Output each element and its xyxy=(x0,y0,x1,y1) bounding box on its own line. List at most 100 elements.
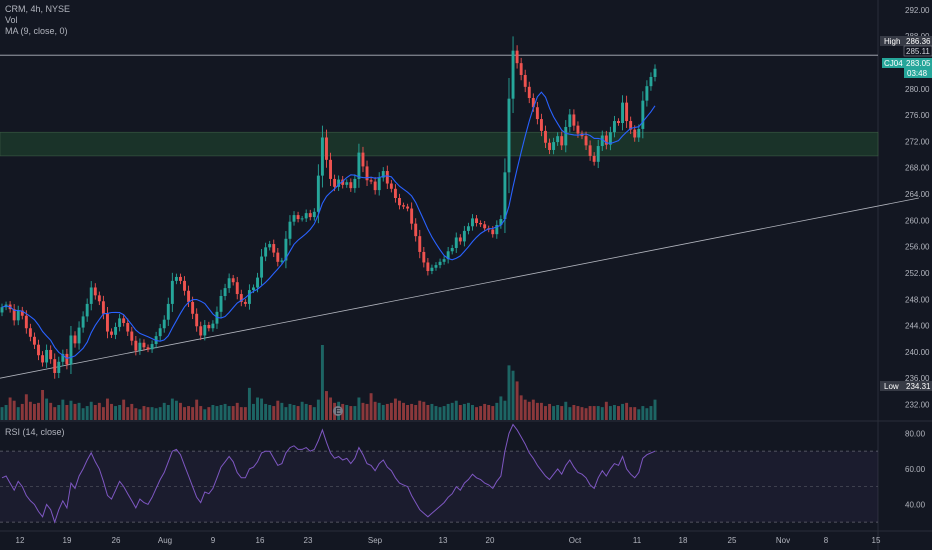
volume-bar[interactable] xyxy=(16,407,20,420)
volume-bar[interactable] xyxy=(580,407,584,420)
volume-bar[interactable] xyxy=(442,406,446,420)
volume-bar[interactable] xyxy=(227,406,231,420)
candle-body[interactable] xyxy=(65,353,69,365)
candle-body[interactable] xyxy=(146,347,150,350)
volume-bar[interactable] xyxy=(130,403,134,420)
candle-body[interactable] xyxy=(243,301,247,304)
volume-bar[interactable] xyxy=(515,381,519,420)
volume-bar[interactable] xyxy=(612,405,616,420)
candle-body[interactable] xyxy=(57,361,61,373)
volume-bar[interactable] xyxy=(170,398,174,420)
volume-bar[interactable] xyxy=(0,407,4,420)
volume-bar[interactable] xyxy=(223,403,227,420)
volume-bar[interactable] xyxy=(398,400,401,420)
candle-body[interactable] xyxy=(89,287,93,304)
candle-body[interactable] xyxy=(320,137,324,176)
candle-body[interactable] xyxy=(385,171,389,184)
candle-body[interactable] xyxy=(621,102,625,124)
candle-body[interactable] xyxy=(653,68,657,77)
candle-body[interactable] xyxy=(426,262,430,272)
candle-body[interactable] xyxy=(568,114,572,127)
volume-bar[interactable] xyxy=(150,407,154,420)
volume-bar[interactable] xyxy=(260,398,264,420)
candle-body[interactable] xyxy=(235,282,239,295)
volume-bar[interactable] xyxy=(219,405,223,420)
volume-bar[interactable] xyxy=(600,407,604,420)
candle-body[interactable] xyxy=(20,310,24,316)
candle-body[interactable] xyxy=(85,303,89,317)
candle-body[interactable] xyxy=(191,301,195,314)
candle-body[interactable] xyxy=(158,328,162,337)
volume-bar[interactable] xyxy=(491,406,495,420)
candle-body[interactable] xyxy=(69,335,73,365)
candle-body[interactable] xyxy=(300,218,304,220)
volume-bar[interactable] xyxy=(166,405,170,420)
volume-bar[interactable] xyxy=(430,403,434,420)
candle-body[interactable] xyxy=(629,121,633,130)
candle-body[interactable] xyxy=(16,310,20,321)
candle-body[interactable] xyxy=(114,326,118,335)
candle-body[interactable] xyxy=(418,236,422,252)
volume-bar[interactable] xyxy=(304,403,308,420)
volume-bar[interactable] xyxy=(243,407,247,420)
volume-bar[interactable] xyxy=(621,403,625,420)
volume-bar[interactable] xyxy=(239,407,243,420)
candle-body[interactable] xyxy=(304,213,308,219)
candle-body[interactable] xyxy=(365,166,369,181)
candle-body[interactable] xyxy=(61,353,65,362)
candle-body[interactable] xyxy=(637,128,641,138)
candle-body[interactable] xyxy=(288,221,292,239)
volume-bar[interactable] xyxy=(633,407,637,420)
volume-bar[interactable] xyxy=(410,403,414,420)
volume-bar[interactable] xyxy=(584,408,588,420)
volume-bar[interactable] xyxy=(296,406,300,420)
candle-body[interactable] xyxy=(341,179,345,185)
volume-bar[interactable] xyxy=(645,408,649,420)
candle-body[interactable] xyxy=(544,130,547,143)
volume-bar[interactable] xyxy=(389,402,393,420)
candle-body[interactable] xyxy=(479,222,483,225)
candle-body[interactable] xyxy=(28,328,32,337)
volume-bar[interactable] xyxy=(20,403,24,420)
candle-body[interactable] xyxy=(276,252,280,262)
candle-body[interactable] xyxy=(93,287,97,296)
candle-body[interactable] xyxy=(564,126,568,146)
candle-body[interactable] xyxy=(268,244,272,248)
candle-body[interactable] xyxy=(491,229,495,235)
volume-bar[interactable] xyxy=(174,400,178,420)
candle-body[interactable] xyxy=(316,175,320,212)
volume-bar[interactable] xyxy=(284,407,288,420)
volume-bar[interactable] xyxy=(162,402,166,420)
volume-bar[interactable] xyxy=(454,400,458,420)
volume-bar[interactable] xyxy=(365,403,369,420)
volume-bar[interactable] xyxy=(256,397,259,421)
candle-body[interactable] xyxy=(552,142,556,150)
volume-bar[interactable] xyxy=(37,402,40,420)
volume-bar[interactable] xyxy=(268,405,272,420)
volume-bar[interactable] xyxy=(450,402,454,420)
candle-body[interactable] xyxy=(183,280,186,291)
volume-bar[interactable] xyxy=(61,399,65,420)
volume-bar[interactable] xyxy=(195,399,199,420)
candle-body[interactable] xyxy=(166,303,170,320)
volume-bar[interactable] xyxy=(523,399,527,420)
volume-bar[interactable] xyxy=(28,401,32,420)
candle-body[interactable] xyxy=(617,121,620,124)
candle-body[interactable] xyxy=(641,100,645,129)
volume-bar[interactable] xyxy=(211,405,215,420)
candle-body[interactable] xyxy=(450,247,454,252)
volume-bar[interactable] xyxy=(519,395,523,420)
volume-bar[interactable] xyxy=(544,406,547,420)
volume-bar[interactable] xyxy=(114,406,118,420)
candle-body[interactable] xyxy=(41,355,45,363)
volume-bar[interactable] xyxy=(422,401,426,420)
candle-body[interactable] xyxy=(560,136,564,146)
candle-body[interactable] xyxy=(256,277,259,288)
volume-bar[interactable] xyxy=(105,398,109,420)
volume-bar[interactable] xyxy=(483,403,487,420)
candle-body[interactable] xyxy=(219,296,223,312)
candle-body[interactable] xyxy=(592,155,596,162)
candle-body[interactable] xyxy=(414,223,418,237)
candle-body[interactable] xyxy=(357,152,361,179)
volume-bar[interactable] xyxy=(264,403,268,420)
